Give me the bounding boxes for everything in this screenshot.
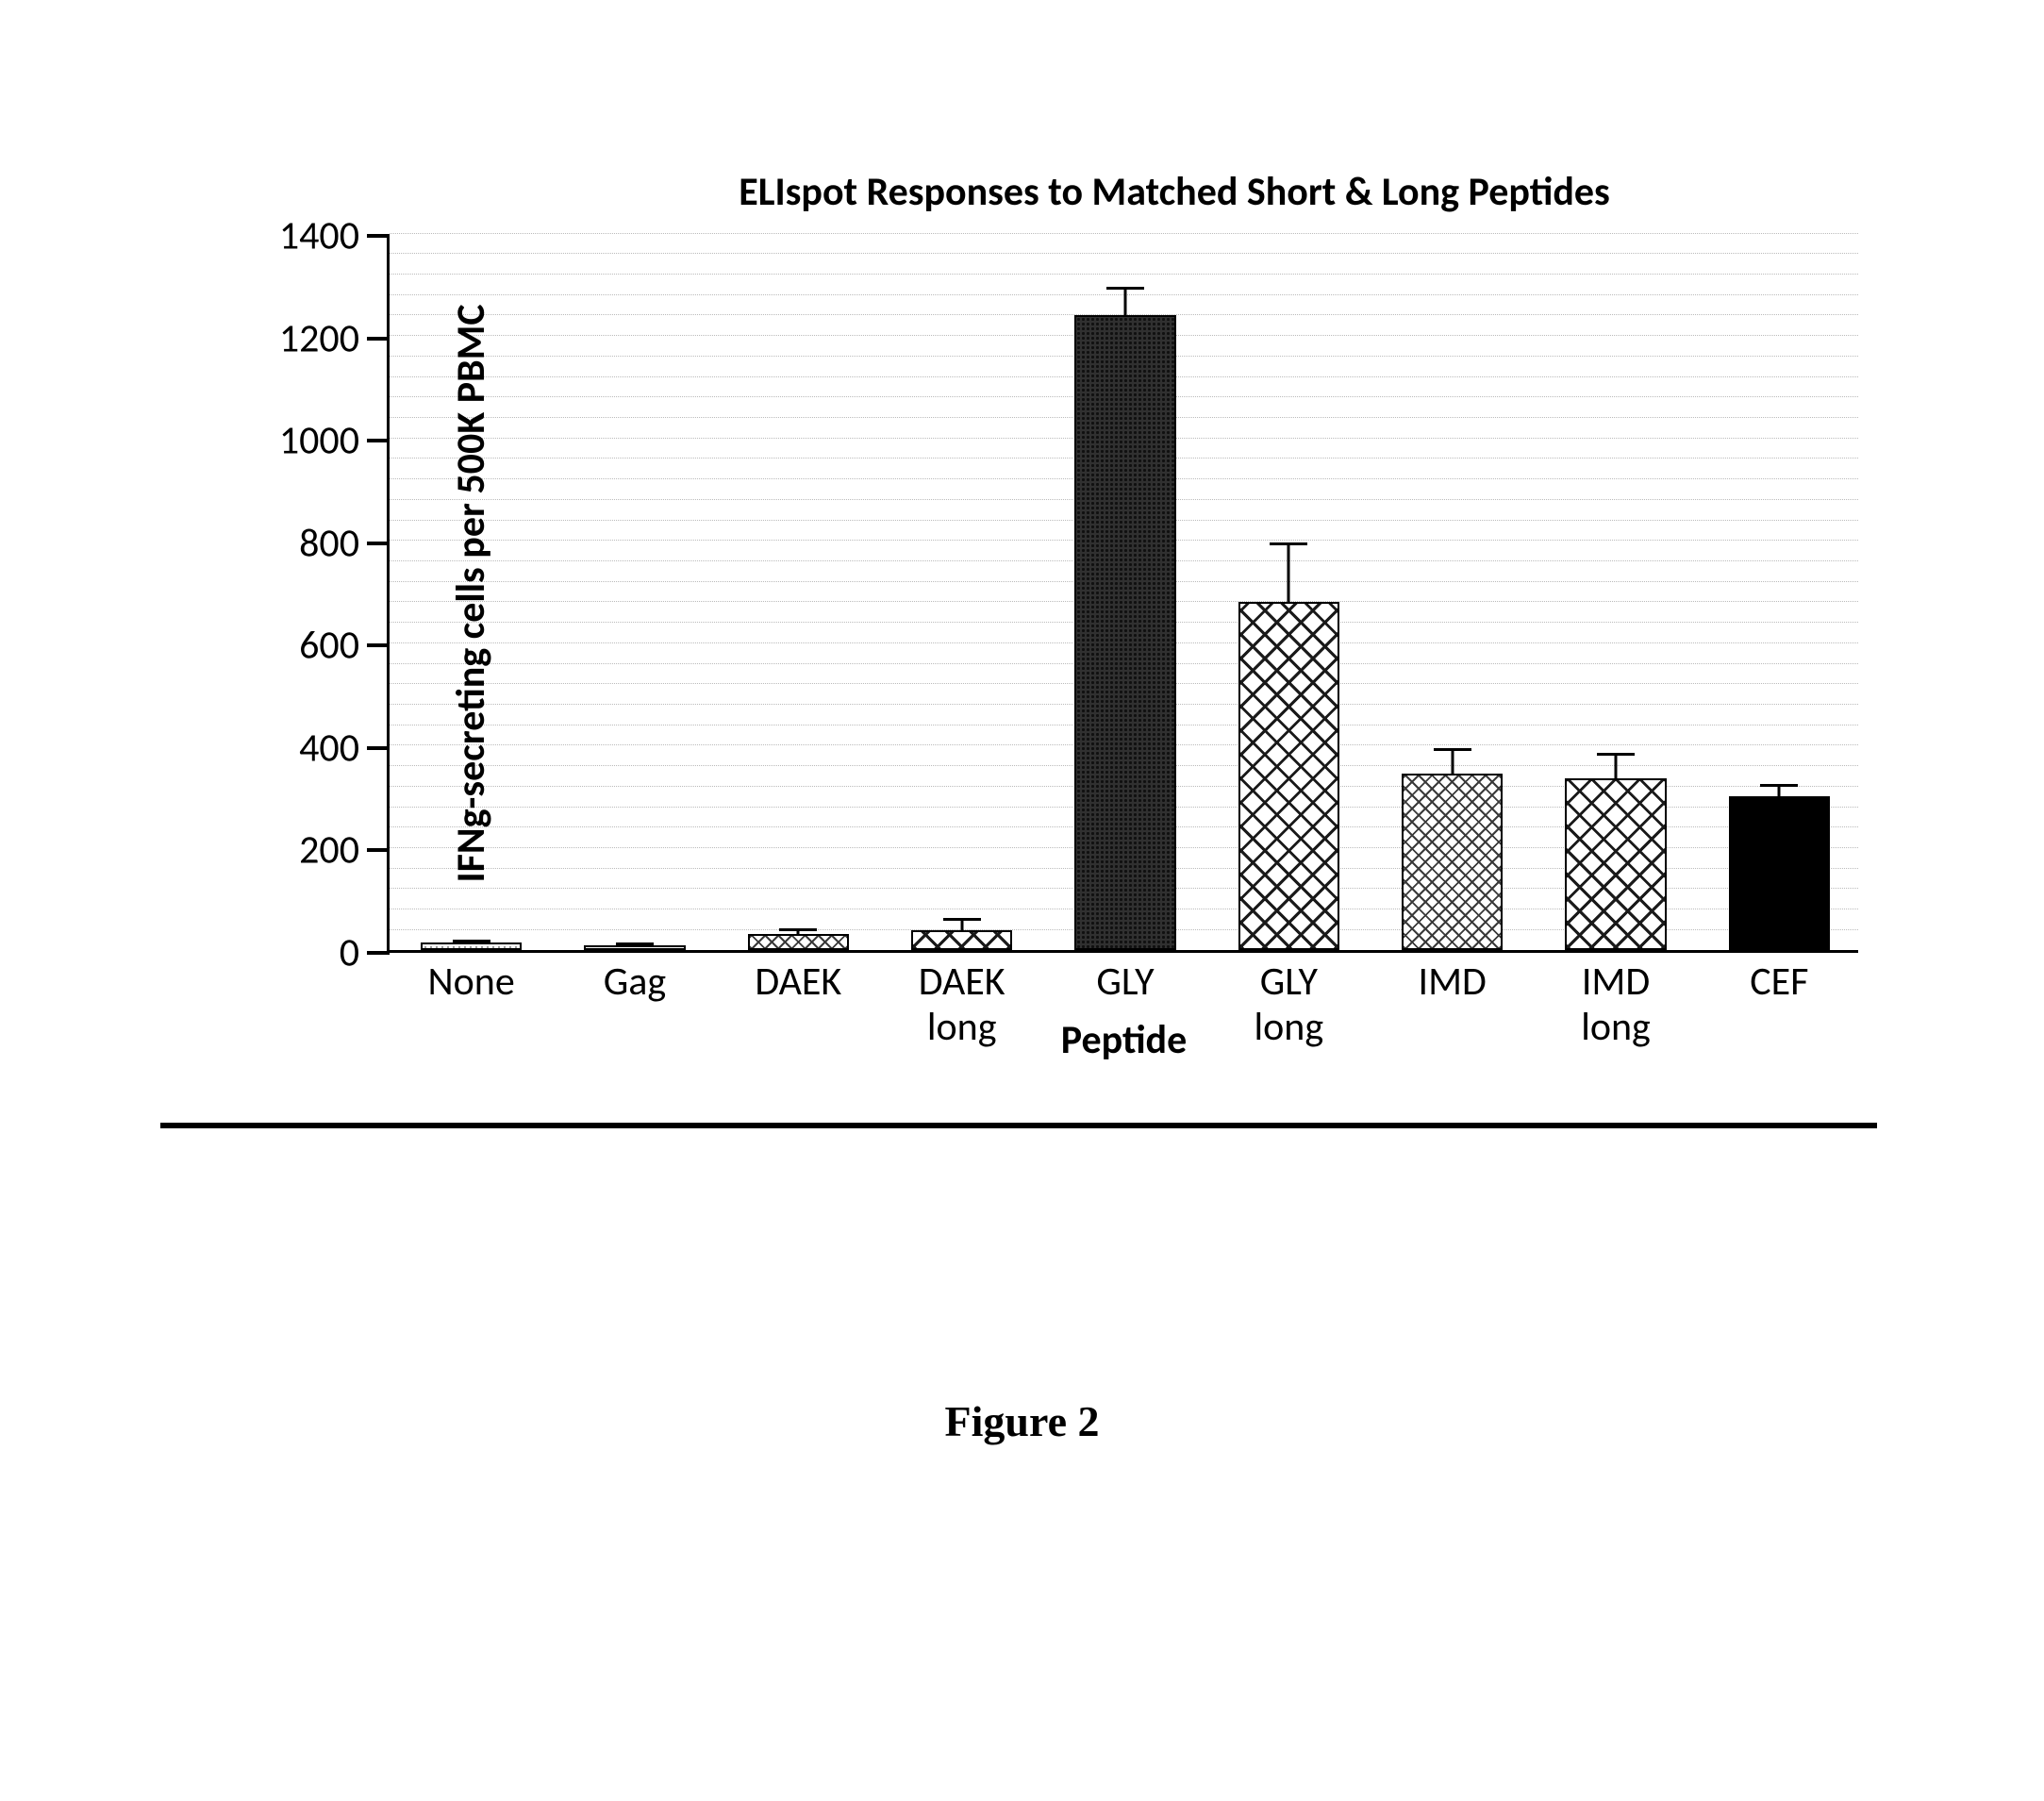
x-tick-label: CEF	[1750, 959, 1808, 1005]
bar	[421, 942, 522, 950]
x-tick-labels: NoneGagDAEKDAEK longGLYGLY longIMDIMD lo…	[390, 950, 1858, 959]
y-tick-label: 0	[340, 929, 390, 977]
y-tick-label: 800	[299, 519, 390, 567]
y-tick-label: 1200	[279, 314, 390, 362]
x-tick-label: Gag	[604, 959, 666, 1005]
bar	[1402, 774, 1503, 950]
bar	[748, 934, 849, 950]
plot-area: IFNg-secreting cells per 500K PBMC NoneG…	[387, 236, 1858, 953]
bar	[1074, 315, 1175, 950]
x-tick-label: GLY	[1096, 959, 1154, 1005]
x-tick-label: None	[428, 959, 515, 1005]
bar	[1565, 778, 1666, 950]
y-tick-label: 1000	[279, 417, 390, 465]
bar	[1238, 602, 1339, 950]
y-tick-label: 1400	[279, 212, 390, 260]
bar	[911, 930, 1012, 950]
chart-title: ELIspot Responses to Matched Short & Lon…	[472, 168, 1877, 216]
x-tick-label: DAEK	[755, 959, 841, 1005]
figure: ELIspot Responses to Matched Short & Lon…	[160, 208, 1877, 953]
y-tick-label: 400	[299, 724, 390, 772]
bar	[1729, 796, 1830, 950]
bars-layer	[390, 236, 1858, 950]
x-tick-label: IMD	[1418, 959, 1486, 1005]
y-tick-label: 200	[299, 826, 390, 875]
x-axis-title: Peptide	[390, 1016, 1858, 1064]
y-tick-label: 600	[299, 622, 390, 670]
figure-caption: Figure 2	[0, 1396, 2044, 1446]
figure-underline	[160, 1123, 1877, 1128]
